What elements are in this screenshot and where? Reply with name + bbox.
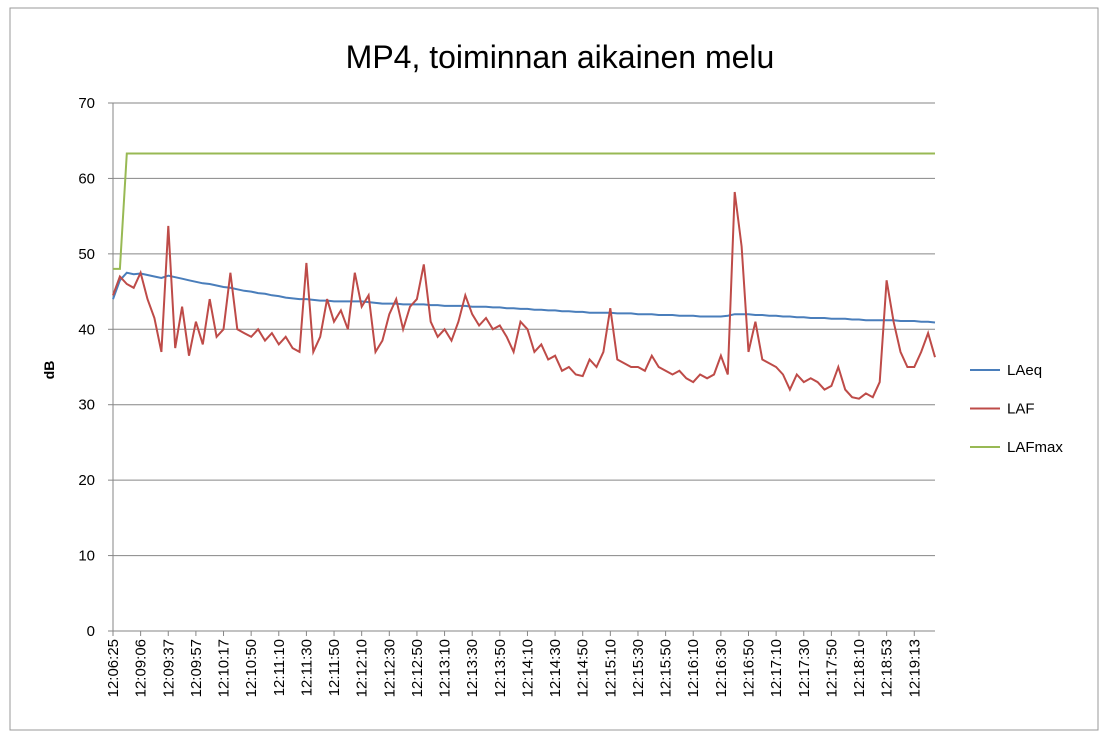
y-tick-label: 0 bbox=[87, 623, 95, 640]
legend-label: LAeq bbox=[1007, 362, 1042, 379]
y-tick-label: 40 bbox=[78, 321, 95, 338]
x-tick-label: 12:13:50 bbox=[492, 639, 509, 697]
x-tick-label: 12:13:30 bbox=[464, 639, 481, 697]
x-tick-label: 12:19:13 bbox=[906, 639, 923, 697]
x-tick-label: 12:18:10 bbox=[851, 639, 868, 697]
x-tick-label: 12:09:06 bbox=[133, 639, 150, 697]
chart-title: MP4, toiminnan aikainen melu bbox=[346, 39, 775, 75]
legend-label: LAF bbox=[1007, 401, 1035, 418]
y-tick-label: 60 bbox=[78, 170, 95, 187]
x-tick-label: 12:12:50 bbox=[409, 639, 426, 697]
x-tick-label: 12:15:30 bbox=[630, 639, 647, 697]
x-tick-label: 12:14:30 bbox=[547, 639, 564, 697]
y-tick-label: 70 bbox=[78, 95, 95, 112]
x-tick-label: 12:11:30 bbox=[298, 639, 315, 696]
x-tick-label: 12:17:30 bbox=[796, 639, 813, 697]
x-tick-label: 12:06:25 bbox=[105, 639, 122, 697]
y-tick-label: 30 bbox=[78, 397, 95, 414]
x-tick-label: 12:09:37 bbox=[160, 639, 177, 697]
x-tick-label: 12:12:10 bbox=[354, 639, 371, 697]
x-tick-label: 12:15:10 bbox=[602, 639, 619, 697]
x-tick-label: 12:14:10 bbox=[519, 639, 536, 697]
x-tick-label: 12:18:53 bbox=[879, 639, 896, 697]
x-tick-label: 12:10:50 bbox=[243, 639, 260, 697]
x-tick-label: 12:17:50 bbox=[823, 639, 840, 697]
line-series bbox=[112, 271, 936, 324]
x-tick-label: 12:16:50 bbox=[740, 639, 757, 697]
line-series bbox=[113, 152, 935, 270]
legend-label: LAFmax bbox=[1007, 439, 1063, 456]
line-series bbox=[112, 191, 936, 400]
chart-frame bbox=[9, 7, 1099, 731]
x-tick-label: 12:17:10 bbox=[768, 639, 785, 697]
x-tick-label: 12:10:17 bbox=[216, 639, 233, 697]
y-axis-label: dB bbox=[41, 361, 57, 380]
x-tick-label: 12:12:30 bbox=[381, 639, 398, 697]
x-tick-label: 12:13:10 bbox=[437, 639, 454, 697]
x-tick-label: 12:15:50 bbox=[658, 639, 675, 697]
x-tick-label: 12:09:57 bbox=[188, 639, 205, 697]
x-tick-label: 12:16:10 bbox=[685, 639, 702, 697]
y-tick-label: 20 bbox=[78, 472, 95, 489]
y-tick-label: 10 bbox=[78, 548, 95, 565]
x-tick-label: 12:16:30 bbox=[713, 639, 730, 697]
x-tick-label: 12:11:10 bbox=[271, 639, 288, 696]
y-tick-label: 50 bbox=[78, 246, 95, 263]
x-tick-label: 12:14:50 bbox=[575, 639, 592, 697]
x-tick-label: 12:11:50 bbox=[326, 639, 343, 696]
